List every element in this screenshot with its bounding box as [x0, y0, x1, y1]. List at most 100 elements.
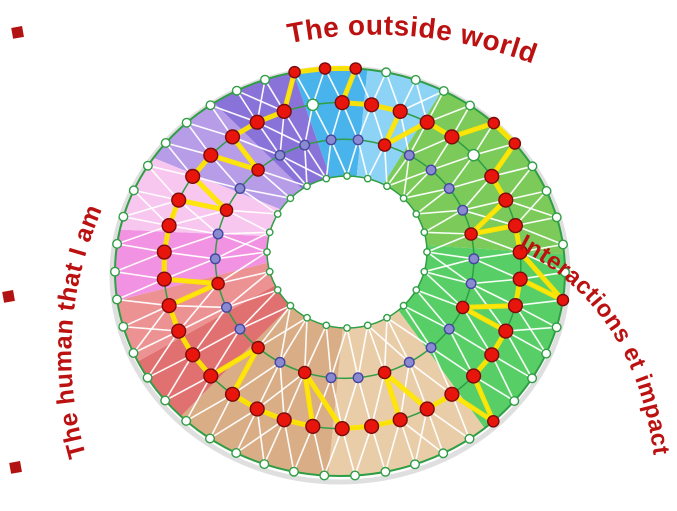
mesh-node[interactable] [363, 174, 372, 183]
mesh-node[interactable] [558, 239, 569, 250]
mesh-node[interactable] [322, 174, 331, 183]
selected-node[interactable] [224, 386, 241, 402]
mesh-node[interactable] [231, 85, 242, 96]
selected-node[interactable] [305, 418, 321, 435]
selected-node[interactable] [508, 137, 522, 150]
selected-node[interactable] [251, 163, 265, 177]
mesh-node[interactable] [352, 134, 364, 146]
mesh-node[interactable] [560, 267, 571, 278]
mesh-node[interactable] [412, 210, 421, 218]
mesh-node[interactable] [234, 323, 246, 335]
mesh-node[interactable] [383, 313, 391, 322]
mesh-node[interactable] [381, 67, 392, 78]
mesh-node[interactable] [260, 74, 271, 85]
mesh-node[interactable] [527, 373, 538, 384]
selected-node[interactable] [464, 227, 478, 241]
mesh-node[interactable] [160, 137, 171, 148]
selected-node[interactable] [334, 421, 350, 437]
mesh-node[interactable] [306, 98, 320, 112]
mesh-node[interactable] [438, 448, 449, 459]
mesh-node[interactable] [325, 134, 337, 146]
selected-node[interactable] [392, 412, 408, 428]
mesh-node[interactable] [142, 372, 153, 383]
selected-node[interactable] [486, 414, 500, 428]
mesh-node[interactable] [288, 466, 299, 477]
selected-node[interactable] [156, 244, 172, 260]
selected-node[interactable] [318, 62, 332, 75]
mesh-node[interactable] [410, 74, 421, 85]
mesh-node[interactable] [380, 466, 391, 477]
selected-node[interactable] [251, 340, 265, 355]
mesh-node[interactable] [325, 372, 337, 384]
selected-node[interactable] [377, 365, 392, 380]
mesh-node[interactable] [467, 148, 480, 162]
selected-node[interactable] [297, 365, 312, 380]
mesh-node[interactable] [322, 321, 331, 330]
mesh-node[interactable] [443, 182, 455, 194]
mesh-node[interactable] [112, 238, 123, 249]
selected-node[interactable] [249, 114, 265, 130]
sector-purple-light[interactable] [153, 102, 303, 210]
selected-node[interactable] [224, 129, 241, 145]
selected-node[interactable] [419, 401, 435, 417]
selected-node[interactable] [203, 147, 219, 163]
mesh-node[interactable] [160, 395, 171, 406]
mesh-node[interactable] [399, 301, 408, 310]
mesh-node[interactable] [212, 228, 224, 240]
selected-node[interactable] [484, 168, 500, 185]
mesh-node[interactable] [527, 161, 538, 172]
selected-node[interactable] [377, 138, 392, 152]
mesh-node[interactable] [128, 185, 139, 196]
mesh-node[interactable] [220, 301, 232, 313]
selected-node[interactable] [444, 129, 460, 145]
mesh-node[interactable] [399, 194, 408, 203]
selected-node[interactable] [219, 203, 234, 217]
selected-node[interactable] [203, 368, 219, 384]
mesh-node[interactable] [263, 248, 271, 256]
mesh-node[interactable] [383, 182, 391, 191]
selected-node[interactable] [171, 192, 187, 208]
mesh-node[interactable] [181, 415, 192, 426]
selected-node[interactable] [487, 116, 501, 130]
selected-node[interactable] [276, 412, 292, 428]
selected-node[interactable] [512, 244, 528, 260]
mesh-node[interactable] [319, 470, 330, 481]
mesh-node[interactable] [352, 372, 364, 384]
sector-tan-dark[interactable] [180, 305, 343, 476]
mesh-node[interactable] [468, 253, 480, 265]
mesh-node[interactable] [265, 228, 274, 237]
selected-node[interactable] [466, 368, 482, 384]
mesh-node[interactable] [209, 253, 221, 265]
selected-node[interactable] [349, 62, 363, 75]
selected-node[interactable] [392, 103, 408, 120]
mesh-node[interactable] [403, 356, 415, 368]
mesh-node[interactable] [204, 433, 215, 444]
selected-node[interactable] [161, 218, 177, 234]
mesh-node[interactable] [286, 194, 295, 203]
mesh-node[interactable] [274, 356, 286, 368]
mesh-node[interactable] [273, 286, 282, 294]
mesh-node[interactable] [231, 448, 242, 459]
selected-node[interactable] [484, 347, 500, 363]
selected-node[interactable] [364, 418, 380, 435]
selected-node[interactable] [185, 168, 201, 185]
selected-node[interactable] [211, 276, 225, 291]
selected-node[interactable] [444, 386, 460, 402]
mesh-node[interactable] [299, 139, 311, 151]
selected-node[interactable] [276, 103, 292, 120]
mesh-node[interactable] [420, 228, 429, 237]
mesh-node[interactable] [443, 323, 455, 335]
sector-pink-deep[interactable] [115, 229, 269, 301]
mesh-node[interactable] [403, 149, 415, 161]
mesh-node[interactable] [274, 149, 286, 161]
mesh-node[interactable] [118, 321, 129, 332]
selected-node[interactable] [156, 271, 172, 287]
selected-node[interactable] [161, 298, 177, 314]
mesh-node[interactable] [420, 267, 429, 276]
mesh-node[interactable] [551, 212, 562, 223]
mesh-node[interactable] [343, 172, 351, 180]
mesh-node[interactable] [118, 211, 129, 222]
mesh-node[interactable] [234, 182, 246, 194]
selected-node[interactable] [455, 300, 470, 315]
mesh-node[interactable] [303, 182, 311, 191]
